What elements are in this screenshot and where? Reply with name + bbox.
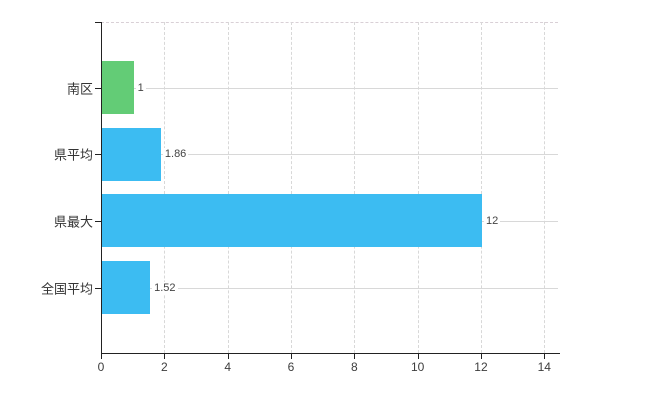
category-label: 南区 <box>66 81 93 97</box>
x-axis-tick <box>164 354 166 359</box>
bar-value-label: 1 <box>135 81 146 94</box>
y-axis-tick <box>95 87 101 89</box>
category-label: 県平均 <box>53 147 93 163</box>
bar-value-label: 1.86 <box>162 148 189 161</box>
bar <box>102 61 134 115</box>
category-gridline <box>101 287 558 289</box>
x-axis-tick <box>354 354 356 359</box>
bar <box>102 127 161 181</box>
category-label: 県最大 <box>53 214 93 230</box>
x-axis-tick <box>290 354 292 359</box>
x-tick-label: 4 <box>224 360 231 374</box>
x-gridline <box>544 22 546 353</box>
x-gridline <box>164 22 166 353</box>
bar-value-label: 12 <box>483 214 501 227</box>
x-gridline <box>354 22 356 353</box>
x-tick-label: 0 <box>97 360 105 374</box>
y-axis-tick <box>95 220 101 222</box>
category-gridline <box>101 87 558 89</box>
x-tick-label: 10 <box>410 360 425 374</box>
x-gridline <box>417 22 419 353</box>
x-axis-tick <box>227 354 229 359</box>
y-axis-tick <box>95 154 101 156</box>
x-axis-line <box>101 353 560 354</box>
y-axis-line <box>101 22 102 353</box>
x-tick-label: 12 <box>474 360 488 374</box>
bar-value-label: 1.52 <box>152 281 178 294</box>
x-gridline <box>290 22 292 353</box>
x-gridline <box>480 22 482 353</box>
x-axis-tick <box>417 354 419 359</box>
category-gridline <box>101 154 558 156</box>
x-gridline <box>227 22 229 353</box>
x-axis-tick <box>101 354 102 359</box>
x-tick-label: 14 <box>537 360 551 374</box>
y-axis-tick <box>95 287 101 289</box>
x-tick-label: 8 <box>350 360 358 374</box>
bar <box>102 261 151 314</box>
plot-top-gridline <box>101 22 558 23</box>
x-axis-tick <box>480 354 482 359</box>
y-axis-end-tick <box>95 22 101 23</box>
x-tick-label: 2 <box>160 360 168 374</box>
x-tick-label: 6 <box>287 360 295 374</box>
category-label: 全国平均 <box>40 281 93 296</box>
x-axis-tick <box>544 354 546 359</box>
bar <box>102 194 482 248</box>
